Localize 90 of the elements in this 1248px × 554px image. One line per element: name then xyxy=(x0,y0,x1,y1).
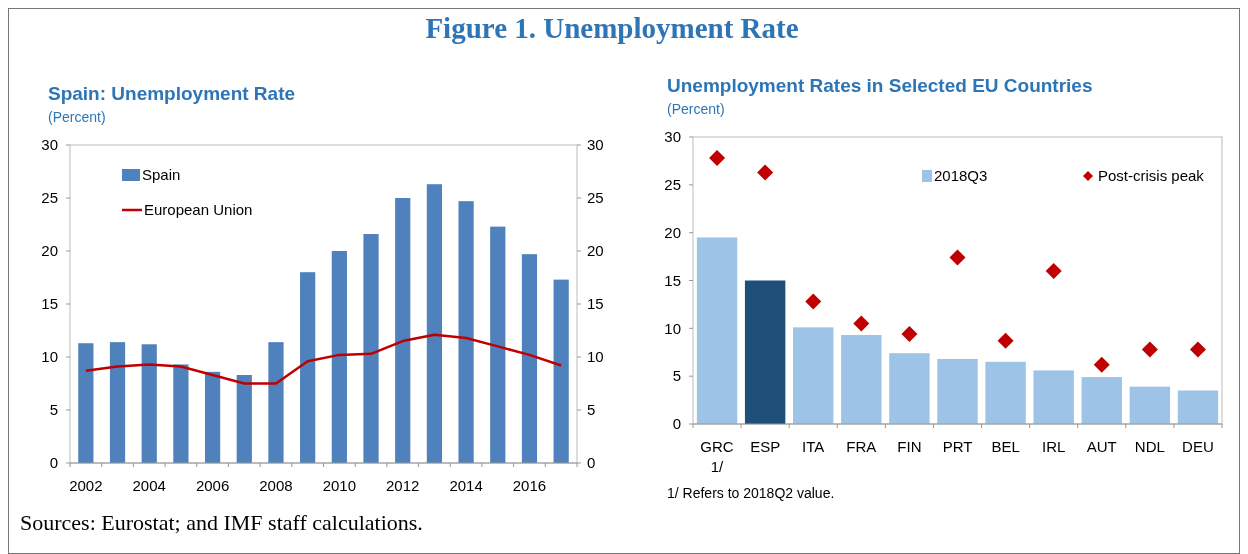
point xyxy=(949,249,966,266)
chart-subtitle: (Percent) xyxy=(48,109,106,125)
bar xyxy=(889,353,930,424)
x-tick-label: AUT xyxy=(1086,438,1117,455)
bar xyxy=(553,279,569,463)
x-tick-label: 2014 xyxy=(449,477,483,494)
bar xyxy=(1081,377,1122,424)
x-tick-label: FRA xyxy=(846,438,877,455)
bar xyxy=(841,335,882,424)
bar xyxy=(300,272,316,463)
point xyxy=(1045,262,1062,279)
bar xyxy=(1129,386,1171,424)
bar xyxy=(696,237,738,424)
y-tick-label: 15 xyxy=(664,271,681,289)
y-tick-label: 30 xyxy=(41,136,58,154)
y-tick-label: 15 xyxy=(41,295,58,313)
chart-title: Spain: Unemployment Rate xyxy=(48,83,296,104)
bar xyxy=(1177,390,1219,424)
chart-subtitle: (Percent) xyxy=(667,101,725,117)
legend-label: Post-crisis peak xyxy=(1098,167,1205,185)
y2-tick-label: 0 xyxy=(587,454,596,472)
point xyxy=(997,332,1014,349)
legend-label: European Union xyxy=(144,201,253,219)
legend-label: 2018Q3 xyxy=(934,167,988,185)
y2-tick-label: 5 xyxy=(587,401,596,419)
point xyxy=(1189,341,1206,358)
bar xyxy=(78,343,94,463)
y-tick-label: 20 xyxy=(664,223,681,241)
bar xyxy=(793,327,834,424)
bar xyxy=(268,342,284,463)
bar xyxy=(426,184,443,463)
x-tick-label: 2006 xyxy=(195,477,230,494)
point xyxy=(709,150,726,167)
bar xyxy=(937,358,978,424)
y-tick-label: 0 xyxy=(672,415,681,433)
x-tick-label: DEU xyxy=(1182,438,1214,455)
bar xyxy=(363,234,379,463)
bar xyxy=(458,201,474,463)
chart-title: Unemployment Rates in Selected EU Countries xyxy=(667,75,1093,96)
point xyxy=(757,164,774,181)
x-tick-label: 2002 xyxy=(69,477,103,494)
bar xyxy=(744,280,786,424)
x-tick-label: 2004 xyxy=(132,477,166,494)
x-tick-label: ESP xyxy=(750,438,781,455)
bar xyxy=(521,254,538,463)
bar xyxy=(141,344,157,463)
x-tick-label: NDL xyxy=(1134,438,1165,455)
bar xyxy=(1033,370,1074,424)
bar xyxy=(204,371,221,463)
bar xyxy=(490,226,506,463)
y2-tick-label: 30 xyxy=(587,136,604,154)
y-tick-label: 20 xyxy=(41,242,58,260)
y2-tick-label: 20 xyxy=(587,242,604,260)
x-tick-label: 2012 xyxy=(386,477,420,494)
bar xyxy=(236,375,252,463)
x-tick-label: ITA xyxy=(802,438,825,455)
x-tick-label: BEL xyxy=(991,438,1020,455)
x-tick-label: 2016 xyxy=(512,477,547,494)
y-tick-label: 10 xyxy=(664,319,681,337)
x-tick-label: PRT xyxy=(942,438,973,455)
bar xyxy=(173,364,189,463)
point xyxy=(901,326,918,343)
y2-tick-label: 15 xyxy=(587,295,604,313)
y-tick-label: 10 xyxy=(41,348,58,366)
y-tick-label: 5 xyxy=(672,367,681,385)
y-tick-label: 25 xyxy=(41,189,58,207)
x-tick-label: IRL xyxy=(1042,438,1066,455)
bar xyxy=(331,251,347,463)
x-tick-label: GRC 1/ xyxy=(700,438,734,475)
point xyxy=(1093,356,1110,373)
point xyxy=(853,315,870,332)
bar xyxy=(985,361,1026,424)
text: 1/ Refers to 2018Q2 value. xyxy=(667,485,835,501)
bar xyxy=(109,342,126,463)
x-tick-label: FIN xyxy=(897,438,922,455)
point xyxy=(1141,341,1158,358)
line-series xyxy=(84,333,563,385)
text: Figure 1. Unemployment Rate xyxy=(425,12,799,44)
x-tick-label: 2008 xyxy=(259,477,293,494)
y-tick-label: 30 xyxy=(664,128,681,146)
y-tick-label: 0 xyxy=(49,454,58,472)
y2-tick-label: 10 xyxy=(587,348,604,366)
y-tick-label: 5 xyxy=(49,401,58,419)
point xyxy=(805,293,822,310)
y2-tick-label: 25 xyxy=(587,189,604,207)
y-tick-label: 25 xyxy=(664,176,681,194)
bar xyxy=(395,198,411,463)
source-note: Sources: Eurostat; and IMF staff calculations. xyxy=(20,510,423,535)
legend-label: Spain xyxy=(142,166,181,184)
x-tick-label: 2010 xyxy=(322,477,357,494)
